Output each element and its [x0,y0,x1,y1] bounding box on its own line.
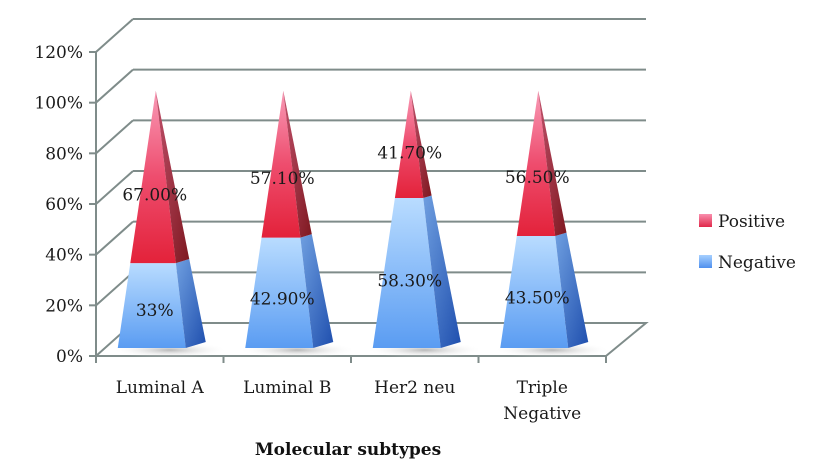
x-tick-label: Luminal A [116,378,205,398]
data-label-negative: 42.90% [250,289,315,309]
bar-positive-side [410,90,432,198]
data-label-positive: 67.00% [122,186,187,206]
x-tick-label: Luminal B [243,378,331,398]
bar-negative-side [300,234,334,348]
bar-negative-front [117,263,186,348]
gridline-diagonal [95,68,134,104]
data-label-negative: 43.50% [505,289,570,309]
gridline-diagonal [95,271,134,307]
legend: Positive Negative [699,212,796,273]
data-label-positive: 56.50% [505,168,570,188]
bar-positive-side [283,90,312,238]
bar-negative-side [175,259,206,348]
data-label-positive: 57.10% [250,169,315,189]
gridline-diagonal [95,220,134,256]
bar-positive-side [538,90,567,237]
legend-item-positive: Positive [699,212,785,232]
legend-item-negative: Negative [699,253,796,273]
x-tick-labels: Luminal A Luminal B Her2 neu Triple Negative [116,378,581,424]
y-tick-label: 0% [56,347,83,367]
legend-label-positive: Positive [718,212,785,232]
legend-label-negative: Negative [718,253,796,273]
data-labels: 33% 67.00% 42.90% 57.10% 58.30% 41.70% 43.50% 5… [122,143,569,320]
legend-swatch-positive [699,214,712,227]
x-tick-label-line: Negative [503,404,581,424]
y-tick-label: 120% [34,43,83,63]
x-tick-label: Her2 neu [374,378,455,398]
bar-positive-side [155,90,190,264]
x-tick-label-line: Luminal B [243,378,331,398]
x-tick-label: Triple Negative [503,378,581,424]
bar-negative-front [245,237,314,348]
data-label-positive: 41.70% [377,143,442,163]
data-label-negative: 58.30% [377,271,442,291]
data-label-negative: 33% [136,301,174,321]
x-axis-title: Molecular subtypes [255,440,441,460]
x-tick-label-line: Triple [517,378,568,398]
bar-positive-front [130,90,176,264]
x-tick-label-line: Luminal A [116,378,205,398]
bar-negative-front [500,236,569,348]
bar-positive-front [261,90,301,238]
y-tick-label: 20% [45,296,83,316]
y-tick-label: 100% [34,94,83,114]
x-tick-label-line: Her2 neu [374,378,455,398]
y-tick-labels: 0% 20% 40% 60% 80% 100% 120% [34,43,83,367]
bar-negative-side [555,232,589,348]
pyramid-bars [111,90,611,358]
y-tick-label: 80% [45,144,83,164]
gridline-diagonal [95,170,134,205]
bar-negative-side [423,195,461,348]
bar-negative-front [372,197,441,348]
bar-positive-front [394,90,424,198]
bar-positive-front [516,90,556,237]
gridline-diagonal [95,119,134,155]
gridline-diagonal [95,18,134,53]
legend-swatch-negative [699,255,712,268]
y-tick-label: 60% [45,195,83,215]
y-tick-label: 40% [45,246,83,266]
